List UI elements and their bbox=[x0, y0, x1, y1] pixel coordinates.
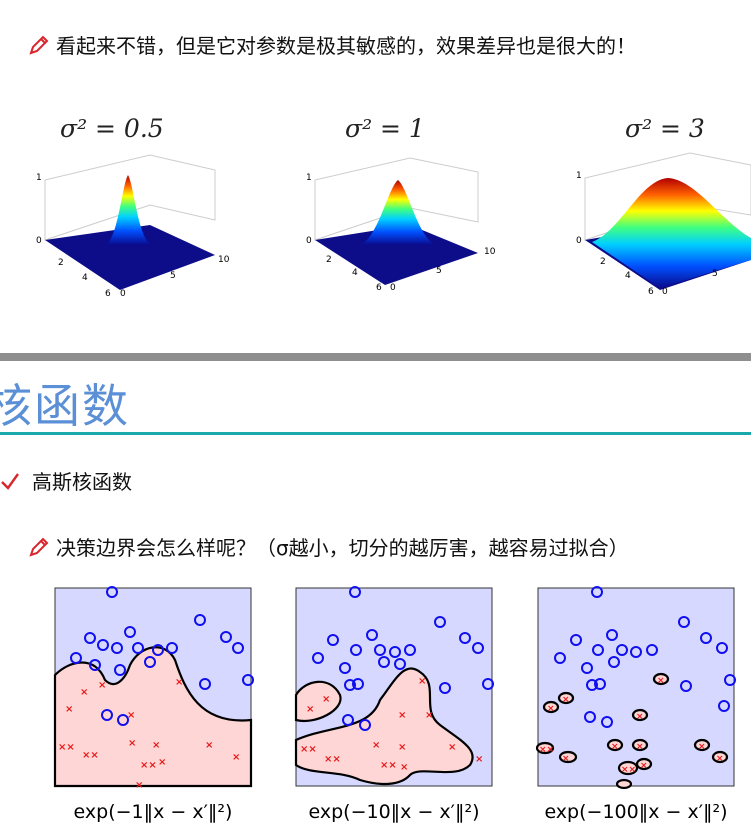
x-tick-3a: 2 bbox=[600, 257, 606, 267]
x-tick-3c: 6 bbox=[648, 287, 654, 297]
svg-text:×: × bbox=[562, 754, 570, 764]
svg-text:×: × bbox=[547, 704, 555, 714]
note-line-2: 决策边界会怎么样呢？（σ越小，切分的越厉害，越容易过拟合） bbox=[28, 532, 629, 561]
panel-3-islands bbox=[535, 672, 729, 790]
svg-text:×: × bbox=[398, 742, 406, 753]
y-tick-2a: 0 bbox=[390, 283, 396, 293]
svg-text:×: × bbox=[205, 740, 213, 751]
svg-text:×: × bbox=[475, 754, 483, 765]
slide-divider bbox=[0, 353, 751, 361]
svg-text:×: × bbox=[135, 780, 143, 791]
panel-label-1: exp(−1‖x − x′‖²) bbox=[74, 801, 233, 823]
checkmark-icon bbox=[1, 472, 19, 490]
panel-label-2: exp(−10‖x − x′‖²) bbox=[309, 801, 480, 823]
y-tick-2b: 5 bbox=[436, 266, 442, 276]
svg-text:×: × bbox=[322, 694, 330, 705]
svg-text:×: × bbox=[448, 742, 456, 753]
note-text-1: 看起来不错，但是它对参数是极其敏感的，效果差异也是很大的！ bbox=[56, 34, 636, 58]
pencil-icon bbox=[29, 35, 49, 55]
note-line-1: 看起来不错，但是它对参数是极其敏感的，效果差异也是很大的！ bbox=[28, 30, 636, 59]
y-tick-1a: 0 bbox=[120, 289, 126, 299]
svg-text:×: × bbox=[636, 742, 644, 752]
x-tick-2b: 4 bbox=[352, 268, 358, 278]
x-tick-1b: 4 bbox=[82, 273, 88, 283]
z-tick-bottom-2: 0 bbox=[306, 236, 312, 246]
gaussian-label-1: σ² = 0.5 bbox=[60, 114, 164, 143]
bullet-gaussian-kernel: 高斯核函数 bbox=[0, 466, 132, 495]
svg-text:×: × bbox=[716, 754, 724, 764]
svg-text:××: ×× bbox=[58, 742, 75, 753]
svg-text:××: ×× bbox=[324, 754, 341, 765]
svg-text:×: × bbox=[80, 687, 88, 698]
x-tick-1c: 6 bbox=[105, 289, 111, 299]
svg-text:×: × bbox=[636, 712, 644, 722]
svg-text:××: ×× bbox=[621, 765, 636, 775]
z-tick-bottom-3: 0 bbox=[576, 236, 582, 246]
panel-3-circles bbox=[554, 586, 736, 728]
svg-text:×: × bbox=[562, 695, 570, 705]
section-title: 核函数 bbox=[0, 379, 130, 433]
x-tick-2a: 2 bbox=[326, 255, 332, 265]
svg-text:×: × bbox=[127, 710, 135, 721]
svg-text:×: × bbox=[425, 710, 433, 721]
z-tick-top-1: 1 bbox=[36, 173, 42, 183]
pencil-icon bbox=[29, 537, 49, 557]
panel-2-circles bbox=[312, 586, 494, 731]
y-tick-3b: 5 bbox=[712, 269, 718, 279]
svg-text:×: × bbox=[611, 742, 619, 752]
note-text-2: 决策边界会怎么样呢？（σ越小，切分的越厉害，越容易过拟合） bbox=[56, 536, 629, 560]
svg-text:×: × bbox=[398, 710, 406, 721]
svg-text:×: × bbox=[640, 761, 648, 771]
y-tick-2c: 10 bbox=[484, 247, 496, 257]
gaussian-surfaces: 1 0 2 4 6 0 5 10 1 0 2 4 6 0 5 10 bbox=[36, 152, 751, 299]
z-tick-top-2: 1 bbox=[306, 173, 312, 183]
y-tick-1b: 5 bbox=[170, 271, 176, 281]
svg-text:×: × bbox=[400, 762, 408, 773]
gaussian-plot-3: 1 0 2 4 6 0 5 bbox=[576, 152, 751, 297]
gaussian-label-3: σ² = 3 bbox=[625, 114, 705, 143]
svg-text:×: × bbox=[306, 704, 314, 715]
panel-label-3: exp(−100‖x − x′‖²) bbox=[544, 801, 727, 823]
svg-text:×: × bbox=[175, 677, 183, 688]
x-tick-2c: 6 bbox=[376, 283, 382, 293]
svg-text:×: × bbox=[698, 742, 706, 752]
svg-text:×: × bbox=[372, 740, 380, 751]
gaussian-plots: σ² = 0.5 σ² = 1 σ² = 3 1 0 2 4 6 0 bbox=[0, 110, 751, 310]
bullet-text: 高斯核函数 bbox=[32, 470, 132, 494]
z-tick-bottom-1: 0 bbox=[36, 236, 42, 246]
svg-text:××: ×× bbox=[300, 744, 317, 755]
z-tick-top-3: 1 bbox=[576, 171, 582, 181]
decision-panel-3: ××× ×××× × ××× ××× bbox=[535, 586, 736, 790]
title-rule bbox=[0, 432, 751, 435]
y-tick-3a: 0 bbox=[662, 287, 668, 297]
gaussian-plot-1: 1 0 2 4 6 0 5 10 bbox=[36, 154, 230, 299]
gaussian-plot-2: 1 0 2 4 6 0 5 10 bbox=[306, 157, 496, 293]
svg-text:××: ×× bbox=[82, 750, 99, 761]
gaussian-label-2: σ² = 1 bbox=[345, 114, 425, 143]
decision-panel-1: ××× ×××× ××× × ×× ×× ×× bbox=[53, 586, 254, 791]
panel-1-crosses: ××× ×××× ××× × ×× ×× ×× bbox=[58, 677, 240, 791]
svg-text:×: × bbox=[152, 740, 160, 751]
svg-text:×: × bbox=[65, 704, 73, 715]
panel-1-circles bbox=[70, 586, 254, 726]
decision-panel-2: ××× ××× ××××× ×× ×× × bbox=[294, 586, 494, 787]
panel-3-crosses: ××× ×××× × ××× ××× bbox=[539, 676, 724, 775]
svg-text:××: ×× bbox=[539, 745, 554, 755]
svg-text:×: × bbox=[418, 676, 426, 687]
panel-2-crosses: ××× ××× ××××× ×× ×× × bbox=[300, 676, 483, 773]
svg-text:×: × bbox=[128, 738, 136, 749]
y-tick-1c: 10 bbox=[218, 255, 230, 265]
x-tick-3b: 4 bbox=[625, 271, 631, 281]
decision-panels: ××× ×××× ××× × ×× ×× ×× ××× ××× ××××× ×× ××… bbox=[53, 586, 736, 823]
svg-text:×: × bbox=[98, 680, 106, 691]
svg-text:××: ×× bbox=[140, 760, 157, 771]
svg-text:×: × bbox=[232, 752, 240, 763]
svg-text:×: × bbox=[158, 757, 166, 768]
svg-text:××: ×× bbox=[380, 760, 397, 771]
x-tick-1a: 2 bbox=[58, 258, 64, 268]
svg-text:×: × bbox=[657, 676, 665, 686]
